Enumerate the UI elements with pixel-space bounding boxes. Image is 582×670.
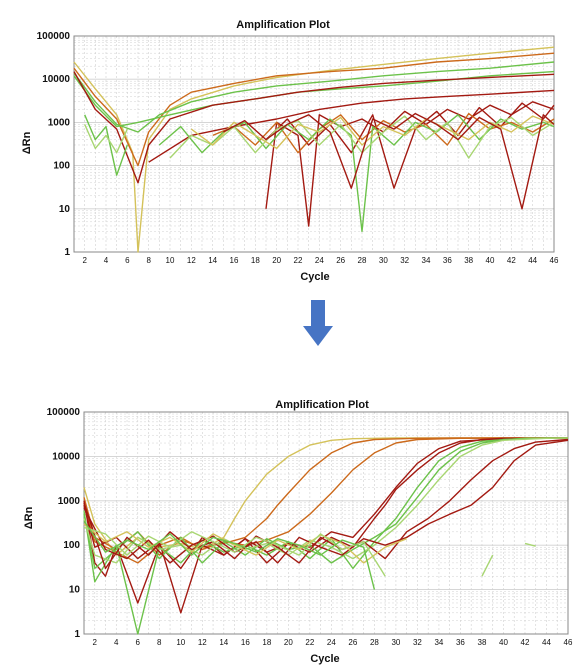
x-tick-label: 12 bbox=[198, 638, 207, 647]
series-line-13 bbox=[481, 554, 494, 577]
x-tick-label: 26 bbox=[336, 256, 345, 265]
down-arrow-icon bbox=[303, 300, 333, 348]
chart-title: Amplification Plot bbox=[275, 399, 369, 411]
x-tick-label: 42 bbox=[521, 638, 530, 647]
x-tick-label: 38 bbox=[464, 256, 473, 265]
x-tick-label: 38 bbox=[478, 638, 487, 647]
x-tick-label: 26 bbox=[348, 638, 357, 647]
x-tick-label: 42 bbox=[507, 256, 516, 265]
x-tick-label: 10 bbox=[176, 638, 185, 647]
x-tick-label: 22 bbox=[305, 638, 314, 647]
series-line-0 bbox=[73, 46, 555, 253]
x-tick-label: 40 bbox=[499, 638, 508, 647]
x-tick-label: 14 bbox=[219, 638, 228, 647]
x-tick-label: 12 bbox=[187, 256, 196, 265]
series-line-3 bbox=[83, 437, 569, 604]
x-tick-label: 6 bbox=[125, 256, 130, 265]
y-tick-label: 100 bbox=[53, 161, 70, 172]
x-axis-label: Cycle bbox=[310, 653, 339, 665]
x-tick-label: 46 bbox=[550, 256, 559, 265]
x-tick-label: 46 bbox=[564, 638, 573, 647]
x-tick-label: 4 bbox=[114, 638, 119, 647]
x-tick-label: 6 bbox=[136, 638, 141, 647]
x-tick-label: 18 bbox=[262, 638, 271, 647]
y-tick-label: 1 bbox=[64, 247, 70, 258]
x-tick-label: 30 bbox=[379, 256, 388, 265]
x-tick-label: 14 bbox=[208, 256, 217, 265]
x-tick-label: 8 bbox=[157, 638, 162, 647]
y-tick-label: 10 bbox=[69, 585, 81, 596]
x-tick-label: 34 bbox=[422, 256, 431, 265]
series-line-6 bbox=[265, 101, 555, 227]
x-tick-label: 44 bbox=[528, 256, 537, 265]
chart-title: Amplification Plot bbox=[236, 19, 330, 31]
series-line-12 bbox=[222, 112, 555, 210]
x-tick-label: 10 bbox=[166, 256, 175, 265]
x-tick-label: 32 bbox=[413, 638, 422, 647]
series-line-5 bbox=[148, 89, 555, 163]
y-tick-label: 10000 bbox=[42, 74, 70, 85]
y-tick-label: 100000 bbox=[47, 407, 81, 418]
chart-svg-top: Amplification Plot Cycle ΔRn 1 10 100 1000 1… bbox=[21, 19, 559, 283]
y-tick-label: 1000 bbox=[48, 117, 71, 128]
x-tick-label: 18 bbox=[251, 256, 260, 265]
series-line-2 bbox=[83, 437, 568, 564]
y-tick-label: 10000 bbox=[52, 451, 80, 462]
x-axis-label: Cycle bbox=[300, 271, 329, 283]
series-line-4 bbox=[83, 437, 569, 614]
chart-svg-bottom: Amplification Plot Cycle ΔRn 1 10 100 1000 1… bbox=[23, 399, 573, 665]
x-tick-label: 8 bbox=[146, 256, 151, 265]
x-tick-label: 36 bbox=[456, 638, 465, 647]
x-tick-label: 36 bbox=[443, 256, 452, 265]
x-tick-label: 28 bbox=[358, 256, 367, 265]
series-line-14 bbox=[84, 124, 128, 154]
x-tick-label: 22 bbox=[294, 256, 303, 265]
x-tick-label: 2 bbox=[82, 256, 87, 265]
y-axis-label: ΔRn bbox=[21, 131, 33, 154]
series-line-10 bbox=[83, 523, 407, 564]
x-tick-label: 24 bbox=[327, 638, 336, 647]
series-line-4 bbox=[73, 71, 555, 184]
x-tick-label: 30 bbox=[391, 638, 400, 647]
amplification-plot-top: Amplification Plot Cycle ΔRn 1 10 100 1000 1… bbox=[0, 0, 582, 290]
y-tick-label: 1 bbox=[74, 629, 80, 640]
y-tick-label: 1000 bbox=[58, 496, 81, 507]
x-tick-label: 16 bbox=[230, 256, 239, 265]
plot-frame bbox=[73, 35, 555, 253]
grid bbox=[83, 412, 569, 635]
series-line-2 bbox=[73, 61, 555, 133]
series-line-11 bbox=[190, 115, 555, 150]
x-tick-label: 34 bbox=[434, 638, 443, 647]
y-tick-label: 100 bbox=[63, 540, 80, 551]
x-tick-label: 20 bbox=[284, 638, 293, 647]
y-tick-label: 10 bbox=[59, 204, 71, 215]
x-tick-label: 40 bbox=[486, 256, 495, 265]
x-tick-label: 28 bbox=[370, 638, 379, 647]
x-tick-label: 44 bbox=[542, 638, 551, 647]
series-line-9 bbox=[83, 439, 569, 564]
x-tick-label: 2 bbox=[93, 638, 98, 647]
x-tick-label: 16 bbox=[241, 638, 250, 647]
y-axis-label: ΔRn bbox=[23, 506, 35, 529]
series-line-14 bbox=[524, 542, 536, 547]
amplification-plot-bottom: Amplification Plot Cycle ΔRn 1 10 100 1000 1… bbox=[0, 388, 582, 670]
x-tick-label: 20 bbox=[272, 256, 281, 265]
series-line-12 bbox=[83, 520, 376, 590]
x-tick-label: 32 bbox=[400, 256, 409, 265]
series-line-7 bbox=[265, 102, 555, 189]
series-line-13 bbox=[84, 114, 128, 176]
x-tick-label: 4 bbox=[104, 256, 109, 265]
series-line-1 bbox=[73, 52, 555, 167]
plot-frame bbox=[83, 411, 569, 635]
x-tick-label: 24 bbox=[315, 256, 324, 265]
y-tick-label: 100000 bbox=[37, 31, 71, 42]
